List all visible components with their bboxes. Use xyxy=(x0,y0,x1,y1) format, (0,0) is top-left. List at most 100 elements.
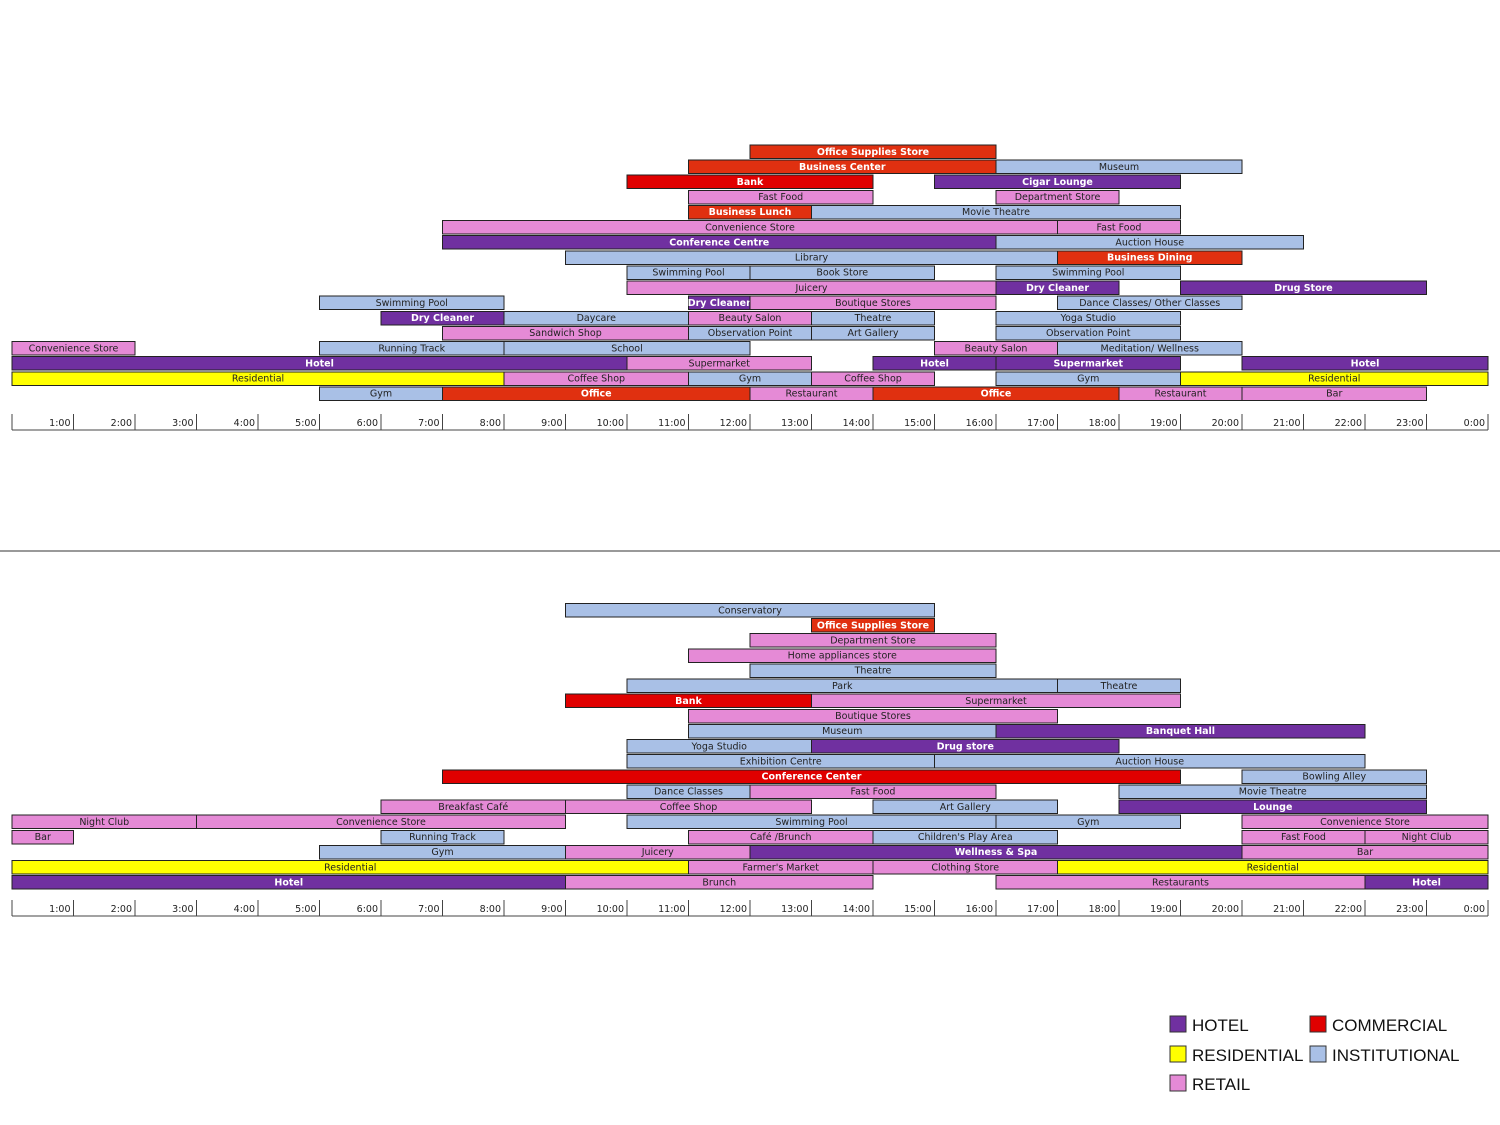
bar-label: Hotel xyxy=(274,877,303,888)
bar-label: Running Track xyxy=(378,343,445,354)
bar-label: Supermarket xyxy=(965,696,1027,707)
bar-label: Office Supplies Store xyxy=(817,620,929,631)
bar-label: Residential xyxy=(1308,374,1360,385)
x-tick-label: 3:00 xyxy=(172,904,193,915)
bar-label: Brunch xyxy=(702,877,736,888)
x-tick-label: 10:00 xyxy=(597,904,624,915)
bar-institutional xyxy=(995,265,1181,280)
bar-institutional xyxy=(995,159,1243,175)
bar-institutional xyxy=(995,235,1304,250)
x-tick-label: 11:00 xyxy=(658,904,685,915)
x-tick-label: 16:00 xyxy=(966,418,993,429)
bar-commercial_alt xyxy=(811,618,935,633)
x-tick-label: 2:00 xyxy=(111,904,132,915)
x-tick-label: 9:00 xyxy=(541,418,562,429)
bar-label: Conservatory xyxy=(718,605,782,616)
x-tick-label: 21:00 xyxy=(1273,904,1300,915)
legend-swatch-retail xyxy=(1169,1074,1187,1092)
bar-label: Movie Theatre xyxy=(962,207,1030,218)
bar-retail xyxy=(811,693,1181,709)
bar-retail xyxy=(749,784,997,799)
bar-label: Beauty Salon xyxy=(719,313,782,324)
bar-institutional xyxy=(1057,341,1243,356)
x-tick-label: 20:00 xyxy=(1212,418,1239,429)
bar-institutional xyxy=(811,204,1181,220)
x-tick-label: 0:00 xyxy=(1464,904,1485,915)
bar-label: Juicery xyxy=(641,847,674,858)
bar-label: Children's Play Area xyxy=(918,832,1013,843)
bar-commercial xyxy=(626,174,874,190)
bar-institutional xyxy=(565,603,935,618)
bar-label: Hotel xyxy=(920,358,949,369)
bar-label: Office xyxy=(981,389,1012,400)
bar-institutional xyxy=(934,754,1366,769)
bar-hotel xyxy=(1180,280,1427,296)
bar-retail xyxy=(749,295,997,311)
bar-label: Art Gallery xyxy=(848,328,899,339)
bar-label: Residential xyxy=(324,862,376,873)
x-tick-label: 22:00 xyxy=(1335,418,1362,429)
x-tick-label: 11:00 xyxy=(658,418,685,429)
x-tick-label: 6:00 xyxy=(357,904,378,915)
bar-label: Yoga Studio xyxy=(1060,313,1117,324)
bar-label: Office Supplies Store xyxy=(817,147,929,158)
bar-label: Bowling Alley xyxy=(1302,772,1366,783)
x-tick-label: 1:00 xyxy=(49,418,70,429)
bar-label: Farmer's Market xyxy=(743,862,820,873)
bar-label: Restaurant xyxy=(1154,389,1206,400)
x-tick-label: 20:00 xyxy=(1212,904,1239,915)
bar-label: Lounge xyxy=(1253,802,1292,813)
bar-label: Office xyxy=(581,389,612,400)
x-tick-label: 4:00 xyxy=(234,904,255,915)
bar-label: Dry Cleaner xyxy=(411,313,474,324)
bar-label: Fast Food xyxy=(851,787,896,798)
bar-label: Coffee Shop xyxy=(567,374,625,385)
x-tick-label: 17:00 xyxy=(1027,418,1054,429)
bar-label: Book Store xyxy=(816,268,868,279)
bar-label: Gym xyxy=(431,847,453,858)
bar-label: Wellness & Spa xyxy=(955,847,1038,858)
bar-institutional xyxy=(749,265,935,280)
bar-label: Conference Center xyxy=(762,772,862,783)
bar-label: Theatre xyxy=(1100,681,1138,692)
bar-residential xyxy=(1180,371,1489,386)
bar-retail xyxy=(1364,829,1489,845)
bar-label: Swimming Pool xyxy=(376,298,448,309)
bar-hotel xyxy=(995,723,1366,739)
bar-retail xyxy=(11,341,136,356)
x-tick-label: 19:00 xyxy=(1150,418,1177,429)
x-tick-label: 5:00 xyxy=(295,418,316,429)
bar-hotel xyxy=(995,356,1181,371)
bar-label: Night Club xyxy=(79,817,129,828)
bar-label: Convenience Store xyxy=(705,222,795,233)
bar-institutional xyxy=(995,814,1181,830)
bar-retail xyxy=(1241,386,1427,401)
bar-label: Boutique Stores xyxy=(835,298,911,309)
bar-institutional xyxy=(319,295,505,311)
x-tick-label: 18:00 xyxy=(1089,418,1116,429)
bar-label: Hotel xyxy=(1351,358,1380,369)
bar-label: Department Store xyxy=(1015,192,1101,203)
bar-label: Home appliances store xyxy=(788,651,897,662)
bar-label: Residential xyxy=(232,374,284,385)
bar-institutional xyxy=(380,829,505,845)
bar-label: School xyxy=(611,343,643,354)
bar-retail xyxy=(196,814,566,830)
bar-institutional xyxy=(1057,678,1181,694)
bar-label: Dance Classes xyxy=(654,787,723,798)
bar-label: Museum xyxy=(822,726,862,737)
bar-label: Daycare xyxy=(577,313,617,324)
x-tick-label: 17:00 xyxy=(1027,904,1054,915)
bar-label: Supermarket xyxy=(689,358,751,369)
legend-swatch-hotel xyxy=(1169,1015,1187,1033)
bar-hotel xyxy=(1364,875,1489,890)
x-tick-label: 21:00 xyxy=(1273,418,1300,429)
bar-label: Bar xyxy=(1357,847,1373,858)
bar-label: Theatre xyxy=(854,313,892,324)
bar-retail xyxy=(749,633,997,648)
bar-commercial xyxy=(442,769,1181,784)
bar-label: Movie Theatre xyxy=(1239,787,1307,798)
bar-label: Cigar Lounge xyxy=(1022,177,1093,188)
bar-label: Coffee Shop xyxy=(844,374,902,385)
bar-institutional xyxy=(811,310,935,326)
